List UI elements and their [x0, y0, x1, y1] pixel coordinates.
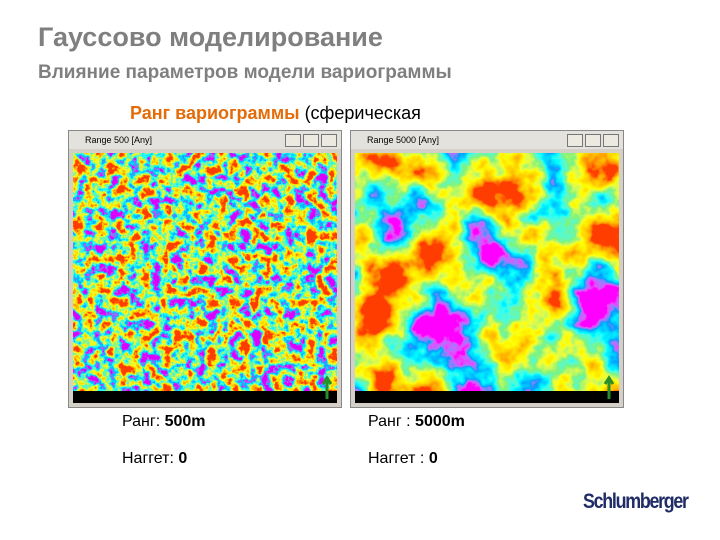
nugget-label: Наггет : [368, 450, 429, 467]
window-buttons [283, 134, 337, 152]
subtitle: Влияние параметров модели вариограммы [38, 62, 452, 83]
window-title: Range 5000 [Any] [351, 131, 623, 149]
logo: Schlumberger [583, 490, 689, 513]
minimize[interactable] [567, 134, 583, 147]
maximize[interactable] [585, 134, 601, 147]
noise-map [73, 153, 337, 403]
map-footer [355, 391, 619, 403]
window-buttons [565, 134, 619, 152]
range-text: Ранг: 500m [122, 413, 206, 431]
arrow [603, 375, 615, 399]
nugget-text: Наггет: 0 [122, 450, 187, 468]
range-label: Ранг: [122, 413, 165, 430]
close[interactable] [603, 134, 619, 147]
heading-emphasis: Ранг вариограммы [130, 103, 300, 123]
nugget-label: Наггет: [122, 450, 179, 467]
range-text: Ранг : 5000m [368, 413, 465, 431]
nugget-value: 0 [178, 450, 188, 467]
heading: Ранг вариограммы (сферическая [130, 103, 421, 124]
map-window: Range 5000 [Any] [350, 130, 624, 408]
map-image [73, 153, 337, 391]
window-title: Range 500 [Any] [69, 131, 341, 149]
nugget-text: Наггет : 0 [368, 450, 438, 468]
noise-map [355, 153, 619, 403]
nugget-value: 0 [428, 450, 438, 467]
maximize[interactable] [303, 134, 319, 147]
minimize[interactable] [285, 134, 301, 147]
map-image [355, 153, 619, 391]
map-footer [73, 391, 337, 403]
close[interactable] [321, 134, 337, 147]
range-value: 500m [164, 413, 206, 430]
heading-rest: (сферическая [299, 103, 421, 123]
map-window: Range 500 [Any] [68, 130, 342, 408]
title: Гауссово моделирование [38, 22, 383, 52]
range-value: 5000m [415, 413, 465, 430]
arrow [321, 375, 333, 399]
range-label: Ранг : [368, 413, 416, 430]
